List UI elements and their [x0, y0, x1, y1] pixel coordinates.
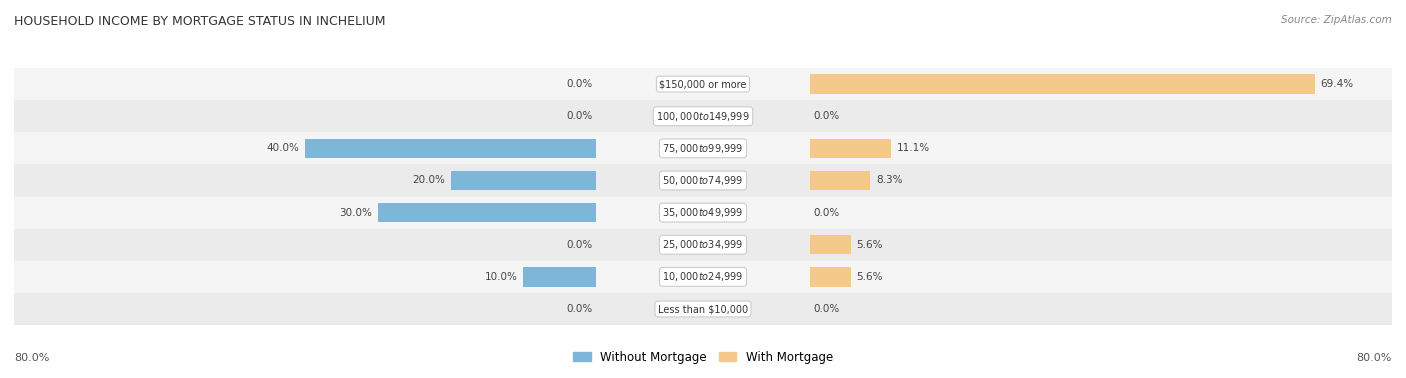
Bar [810, 229, 817, 261]
Bar [589, 132, 596, 164]
Text: $50,000 to $74,999: $50,000 to $74,999 [662, 174, 744, 187]
Bar [810, 171, 870, 190]
Bar [596, 261, 810, 293]
Bar [589, 229, 596, 261]
Bar [378, 203, 596, 222]
Text: Source: ZipAtlas.com: Source: ZipAtlas.com [1281, 15, 1392, 25]
Bar [14, 261, 596, 293]
Bar [14, 197, 596, 229]
Bar [810, 293, 1392, 325]
Bar [14, 293, 596, 325]
Bar [596, 100, 810, 132]
Bar [810, 261, 817, 293]
Bar [14, 229, 596, 261]
Bar [596, 293, 810, 325]
Text: 5.6%: 5.6% [856, 272, 883, 282]
Text: 30.0%: 30.0% [339, 208, 373, 218]
Bar [596, 68, 810, 100]
Bar [810, 139, 890, 158]
Bar [810, 267, 851, 287]
Bar [596, 164, 810, 197]
Bar [810, 235, 851, 254]
Bar [810, 229, 1392, 261]
Bar [523, 267, 596, 287]
Legend: Without Mortgage, With Mortgage: Without Mortgage, With Mortgage [568, 346, 838, 368]
Text: $10,000 to $24,999: $10,000 to $24,999 [662, 270, 744, 284]
Bar [305, 139, 596, 158]
Text: Less than $10,000: Less than $10,000 [658, 304, 748, 314]
Bar [596, 164, 810, 197]
Bar [596, 229, 810, 261]
Bar [589, 164, 596, 197]
Bar [810, 100, 1392, 132]
Bar [589, 68, 596, 100]
Bar [810, 164, 1392, 197]
Bar [596, 100, 810, 132]
Bar [596, 132, 810, 164]
Text: 20.0%: 20.0% [412, 175, 444, 186]
Bar [596, 132, 810, 164]
Bar [14, 164, 596, 197]
Bar [810, 68, 817, 100]
Bar [810, 132, 1392, 164]
Bar [589, 197, 596, 229]
Bar [596, 197, 810, 229]
Text: 0.0%: 0.0% [567, 304, 592, 314]
Text: 0.0%: 0.0% [814, 208, 839, 218]
Text: $150,000 or more: $150,000 or more [659, 79, 747, 89]
Text: 0.0%: 0.0% [567, 240, 592, 250]
Bar [810, 100, 817, 132]
Text: 80.0%: 80.0% [14, 353, 49, 363]
Bar [596, 229, 810, 261]
Text: 0.0%: 0.0% [567, 111, 592, 121]
Bar [14, 132, 596, 164]
Bar [810, 197, 817, 229]
Text: 69.4%: 69.4% [1320, 79, 1354, 89]
Bar [589, 261, 596, 293]
Bar [596, 68, 810, 100]
Text: HOUSEHOLD INCOME BY MORTGAGE STATUS IN INCHELIUM: HOUSEHOLD INCOME BY MORTGAGE STATUS IN I… [14, 15, 385, 28]
Text: 10.0%: 10.0% [485, 272, 517, 282]
Bar [14, 100, 596, 132]
Text: 0.0%: 0.0% [814, 111, 839, 121]
Bar [596, 261, 810, 293]
Bar [451, 171, 596, 190]
Bar [810, 68, 1392, 100]
Text: $35,000 to $49,999: $35,000 to $49,999 [662, 206, 744, 219]
Text: 0.0%: 0.0% [567, 79, 592, 89]
Text: 5.6%: 5.6% [856, 240, 883, 250]
Text: 0.0%: 0.0% [814, 304, 839, 314]
Bar [14, 68, 596, 100]
Bar [589, 293, 596, 325]
Text: 40.0%: 40.0% [267, 143, 299, 153]
Bar [810, 197, 1392, 229]
Bar [810, 132, 817, 164]
Text: $100,000 to $149,999: $100,000 to $149,999 [657, 110, 749, 123]
Bar [810, 261, 1392, 293]
Text: 8.3%: 8.3% [876, 175, 903, 186]
Bar [810, 293, 817, 325]
Bar [596, 293, 810, 325]
Bar [596, 197, 810, 229]
Text: 11.1%: 11.1% [897, 143, 929, 153]
Bar [810, 74, 1315, 94]
Text: 80.0%: 80.0% [1357, 353, 1392, 363]
Text: $25,000 to $34,999: $25,000 to $34,999 [662, 238, 744, 251]
Bar [810, 164, 817, 197]
Bar [589, 100, 596, 132]
Text: $75,000 to $99,999: $75,000 to $99,999 [662, 142, 744, 155]
